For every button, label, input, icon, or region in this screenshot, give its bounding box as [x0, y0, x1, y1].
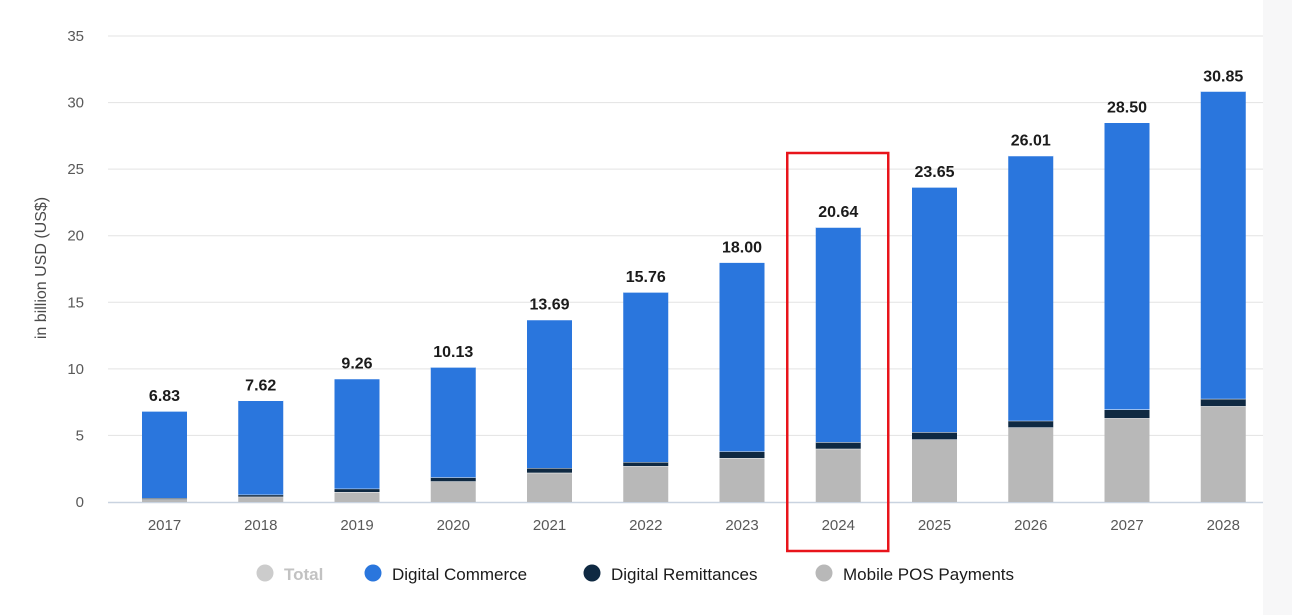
data-label: 7.62 — [245, 378, 276, 395]
x-tick-label: 2018 — [244, 517, 277, 534]
legend-marker — [256, 564, 274, 582]
x-tick-label: 2023 — [725, 517, 758, 534]
legend: Total Digital Commerce Digital Remittances… — [256, 564, 1015, 585]
legend-marker — [815, 564, 833, 582]
stacked-bar-chart: 6.83 7.62 9.26 10.13 13.69 15.76 18.00 20.64 23.… — [33, 28, 1263, 585]
highlight-rectangle — [786, 151, 890, 553]
y-tick-label: 35 — [67, 28, 84, 45]
x-axis: 2017 2018 2019 2020 2021 2022 2023 2024 2025 2026… — [148, 517, 1240, 534]
bar-segment-mobile-pos-payments-2028 — [1200, 406, 1246, 502]
data-label: 9.26 — [341, 356, 372, 373]
y-axis-title: in billion USD (US$) — [33, 197, 50, 339]
gridlines — [108, 35, 1263, 504]
bar-segment-digital-commerce-2018 — [238, 400, 284, 495]
x-tick-label: 2024 — [822, 517, 855, 534]
bar-segment-digital-commerce-2027 — [1104, 122, 1150, 410]
legend-item-digital-commerce[interactable]: Digital Commerce — [364, 564, 528, 585]
bar-segment-digital-remittances-2026 — [1008, 420, 1054, 428]
legend-item-total[interactable]: Total — [256, 564, 324, 585]
y-tick-label: 15 — [67, 294, 84, 311]
bar-segment-digital-commerce-2019 — [334, 378, 380, 489]
legend-marker — [364, 564, 382, 582]
legend-label: Total — [284, 565, 323, 584]
legend-item-mobile-pos-payments[interactable]: Mobile POS Payments — [815, 564, 1015, 585]
y-tick-label: 0 — [76, 494, 84, 511]
bar-segment-mobile-pos-payments-2018 — [238, 496, 284, 502]
y-tick-label: 25 — [67, 161, 84, 178]
bar-segment-mobile-pos-payments-2024 — [815, 448, 861, 502]
x-tick-label: 2022 — [629, 517, 662, 534]
bar-segment-digital-remittances-2020 — [430, 477, 476, 482]
y-tick-label: 5 — [76, 427, 84, 444]
data-label: 20.64 — [818, 204, 858, 221]
legend-label: Mobile POS Payments — [843, 565, 1014, 584]
bar-segment-mobile-pos-payments-2017 — [142, 499, 187, 502]
x-tick-label: 2028 — [1207, 517, 1240, 534]
x-tick-label: 2027 — [1110, 517, 1143, 534]
bar-segment-digital-commerce-2023 — [719, 262, 765, 452]
bar-segment-mobile-pos-payments-2022 — [623, 466, 669, 502]
bar-segment-mobile-pos-payments-2026 — [1008, 427, 1054, 502]
legend-marker — [583, 564, 601, 582]
bar-segment-digital-commerce-2028 — [1200, 91, 1246, 399]
bar-segment-digital-remittances-2018 — [238, 494, 284, 497]
bar-segment-digital-commerce-2024 — [815, 227, 861, 443]
bar-segment-digital-remittances-2027 — [1104, 409, 1150, 419]
legend-label: Digital Commerce — [392, 565, 527, 584]
bar-segment-digital-commerce-2021 — [527, 319, 572, 469]
x-tick-label: 2025 — [918, 517, 951, 534]
highlight-box — [786, 151, 890, 553]
bar-segment-mobile-pos-payments-2025 — [912, 439, 957, 502]
bar-segment-mobile-pos-payments-2021 — [527, 472, 572, 502]
data-label: 13.69 — [529, 297, 569, 314]
x-tick-label: 2026 — [1014, 517, 1047, 534]
data-label: 23.65 — [914, 164, 954, 181]
x-tick-label: 2021 — [533, 517, 566, 534]
bars — [142, 90, 1246, 502]
data-label: 26.01 — [1011, 133, 1051, 150]
bar-segment-digital-commerce-2017 — [142, 411, 187, 499]
data-label: 10.13 — [433, 344, 473, 361]
data-label: 6.83 — [149, 388, 180, 405]
x-tick-label: 2020 — [437, 517, 470, 534]
bar-segment-mobile-pos-payments-2019 — [334, 492, 380, 502]
data-label: 28.50 — [1107, 100, 1147, 117]
bar-segment-digital-commerce-2020 — [430, 367, 476, 478]
bar-segment-digital-remittances-2025 — [912, 432, 957, 440]
bar-segment-mobile-pos-payments-2020 — [430, 481, 476, 502]
y-tick-label: 10 — [67, 361, 84, 378]
y-axis: 0 5 10 15 20 25 30 35 — [67, 28, 84, 511]
bar-segment-digital-remittances-2023 — [719, 451, 765, 459]
y-tick-label: 30 — [67, 95, 84, 112]
bar-segment-digital-commerce-2022 — [623, 292, 669, 463]
bar-segment-mobile-pos-payments-2023 — [719, 458, 765, 502]
bar-segment-digital-remittances-2028 — [1200, 398, 1246, 407]
bar-segment-digital-remittances-2019 — [334, 488, 380, 493]
bar-segment-digital-remittances-2024 — [815, 442, 861, 449]
bar-segment-digital-remittances-2017 — [142, 498, 187, 500]
legend-label: Digital Remittances — [611, 565, 757, 584]
bar-segment-mobile-pos-payments-2027 — [1104, 418, 1150, 502]
scrollbar-track[interactable] — [1263, 0, 1292, 615]
data-label: 15.76 — [626, 269, 666, 286]
value-labels: 6.83 7.62 9.26 10.13 13.69 15.76 18.00 20.64 23.… — [149, 68, 1243, 405]
bar-segment-digital-commerce-2025 — [912, 187, 957, 433]
bar-segment-digital-commerce-2026 — [1008, 155, 1054, 421]
x-tick-label: 2019 — [340, 517, 373, 534]
data-label: 30.85 — [1203, 68, 1243, 85]
y-tick-label: 20 — [67, 228, 84, 245]
bar-segment-digital-remittances-2021 — [527, 468, 572, 473]
legend-item-digital-remittances[interactable]: Digital Remittances — [583, 564, 758, 585]
data-label: 18.00 — [722, 239, 762, 256]
x-tick-label: 2017 — [148, 517, 181, 534]
bar-segment-digital-remittances-2022 — [623, 462, 669, 467]
